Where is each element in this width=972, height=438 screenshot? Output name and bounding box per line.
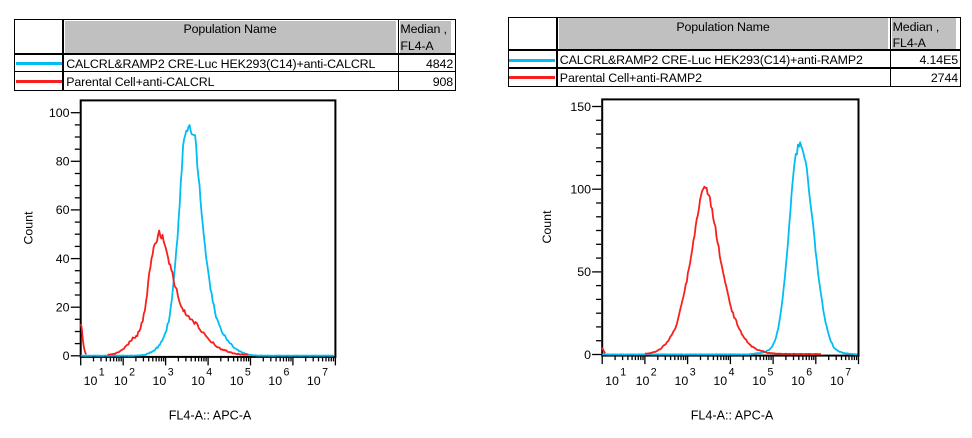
svg-text:10: 10 (752, 374, 766, 388)
svg-text:6: 6 (806, 366, 812, 378)
svg-text:FL4-A:: APC-A: FL4-A:: APC-A (691, 408, 774, 422)
svg-text:10: 10 (268, 374, 282, 388)
svg-text:100: 100 (49, 106, 70, 120)
svg-text:10: 10 (605, 374, 619, 388)
svg-text:10: 10 (230, 374, 244, 388)
svg-text:7: 7 (845, 366, 851, 378)
svg-text:1: 1 (620, 366, 626, 378)
svg-text:0: 0 (584, 348, 591, 362)
svg-text:2: 2 (651, 366, 657, 378)
svg-text:3: 3 (690, 366, 696, 378)
svg-text:3: 3 (168, 366, 174, 378)
svg-text:Count: Count (540, 210, 554, 244)
svg-text:10: 10 (307, 374, 321, 388)
svg-text:5: 5 (768, 366, 774, 378)
svg-text:0: 0 (63, 349, 70, 363)
svg-text:10: 10 (114, 374, 128, 388)
svg-text:5: 5 (245, 366, 251, 378)
svg-text:40: 40 (56, 252, 70, 266)
svg-text:10: 10 (713, 374, 727, 388)
svg-text:10: 10 (791, 374, 805, 388)
svg-text:100: 100 (570, 183, 591, 197)
svg-text:20: 20 (56, 301, 70, 315)
svg-text:2: 2 (129, 366, 135, 378)
svg-text:10: 10 (153, 374, 167, 388)
svg-text:150: 150 (570, 100, 591, 114)
svg-text:10: 10 (636, 374, 650, 388)
svg-text:60: 60 (56, 203, 70, 217)
svg-text:10: 10 (675, 374, 689, 388)
svg-text:6: 6 (284, 366, 290, 378)
svg-text:1: 1 (99, 366, 105, 378)
svg-text:10: 10 (830, 374, 844, 388)
svg-text:Count: Count (22, 211, 36, 245)
svg-text:10: 10 (84, 374, 98, 388)
svg-text:4: 4 (729, 366, 735, 378)
svg-text:4: 4 (206, 366, 212, 378)
svg-text:50: 50 (577, 265, 591, 279)
svg-text:7: 7 (322, 366, 328, 378)
svg-text:80: 80 (56, 155, 70, 169)
svg-text:10: 10 (191, 374, 205, 388)
svg-text:FL4-A:: APC-A: FL4-A:: APC-A (169, 408, 252, 422)
